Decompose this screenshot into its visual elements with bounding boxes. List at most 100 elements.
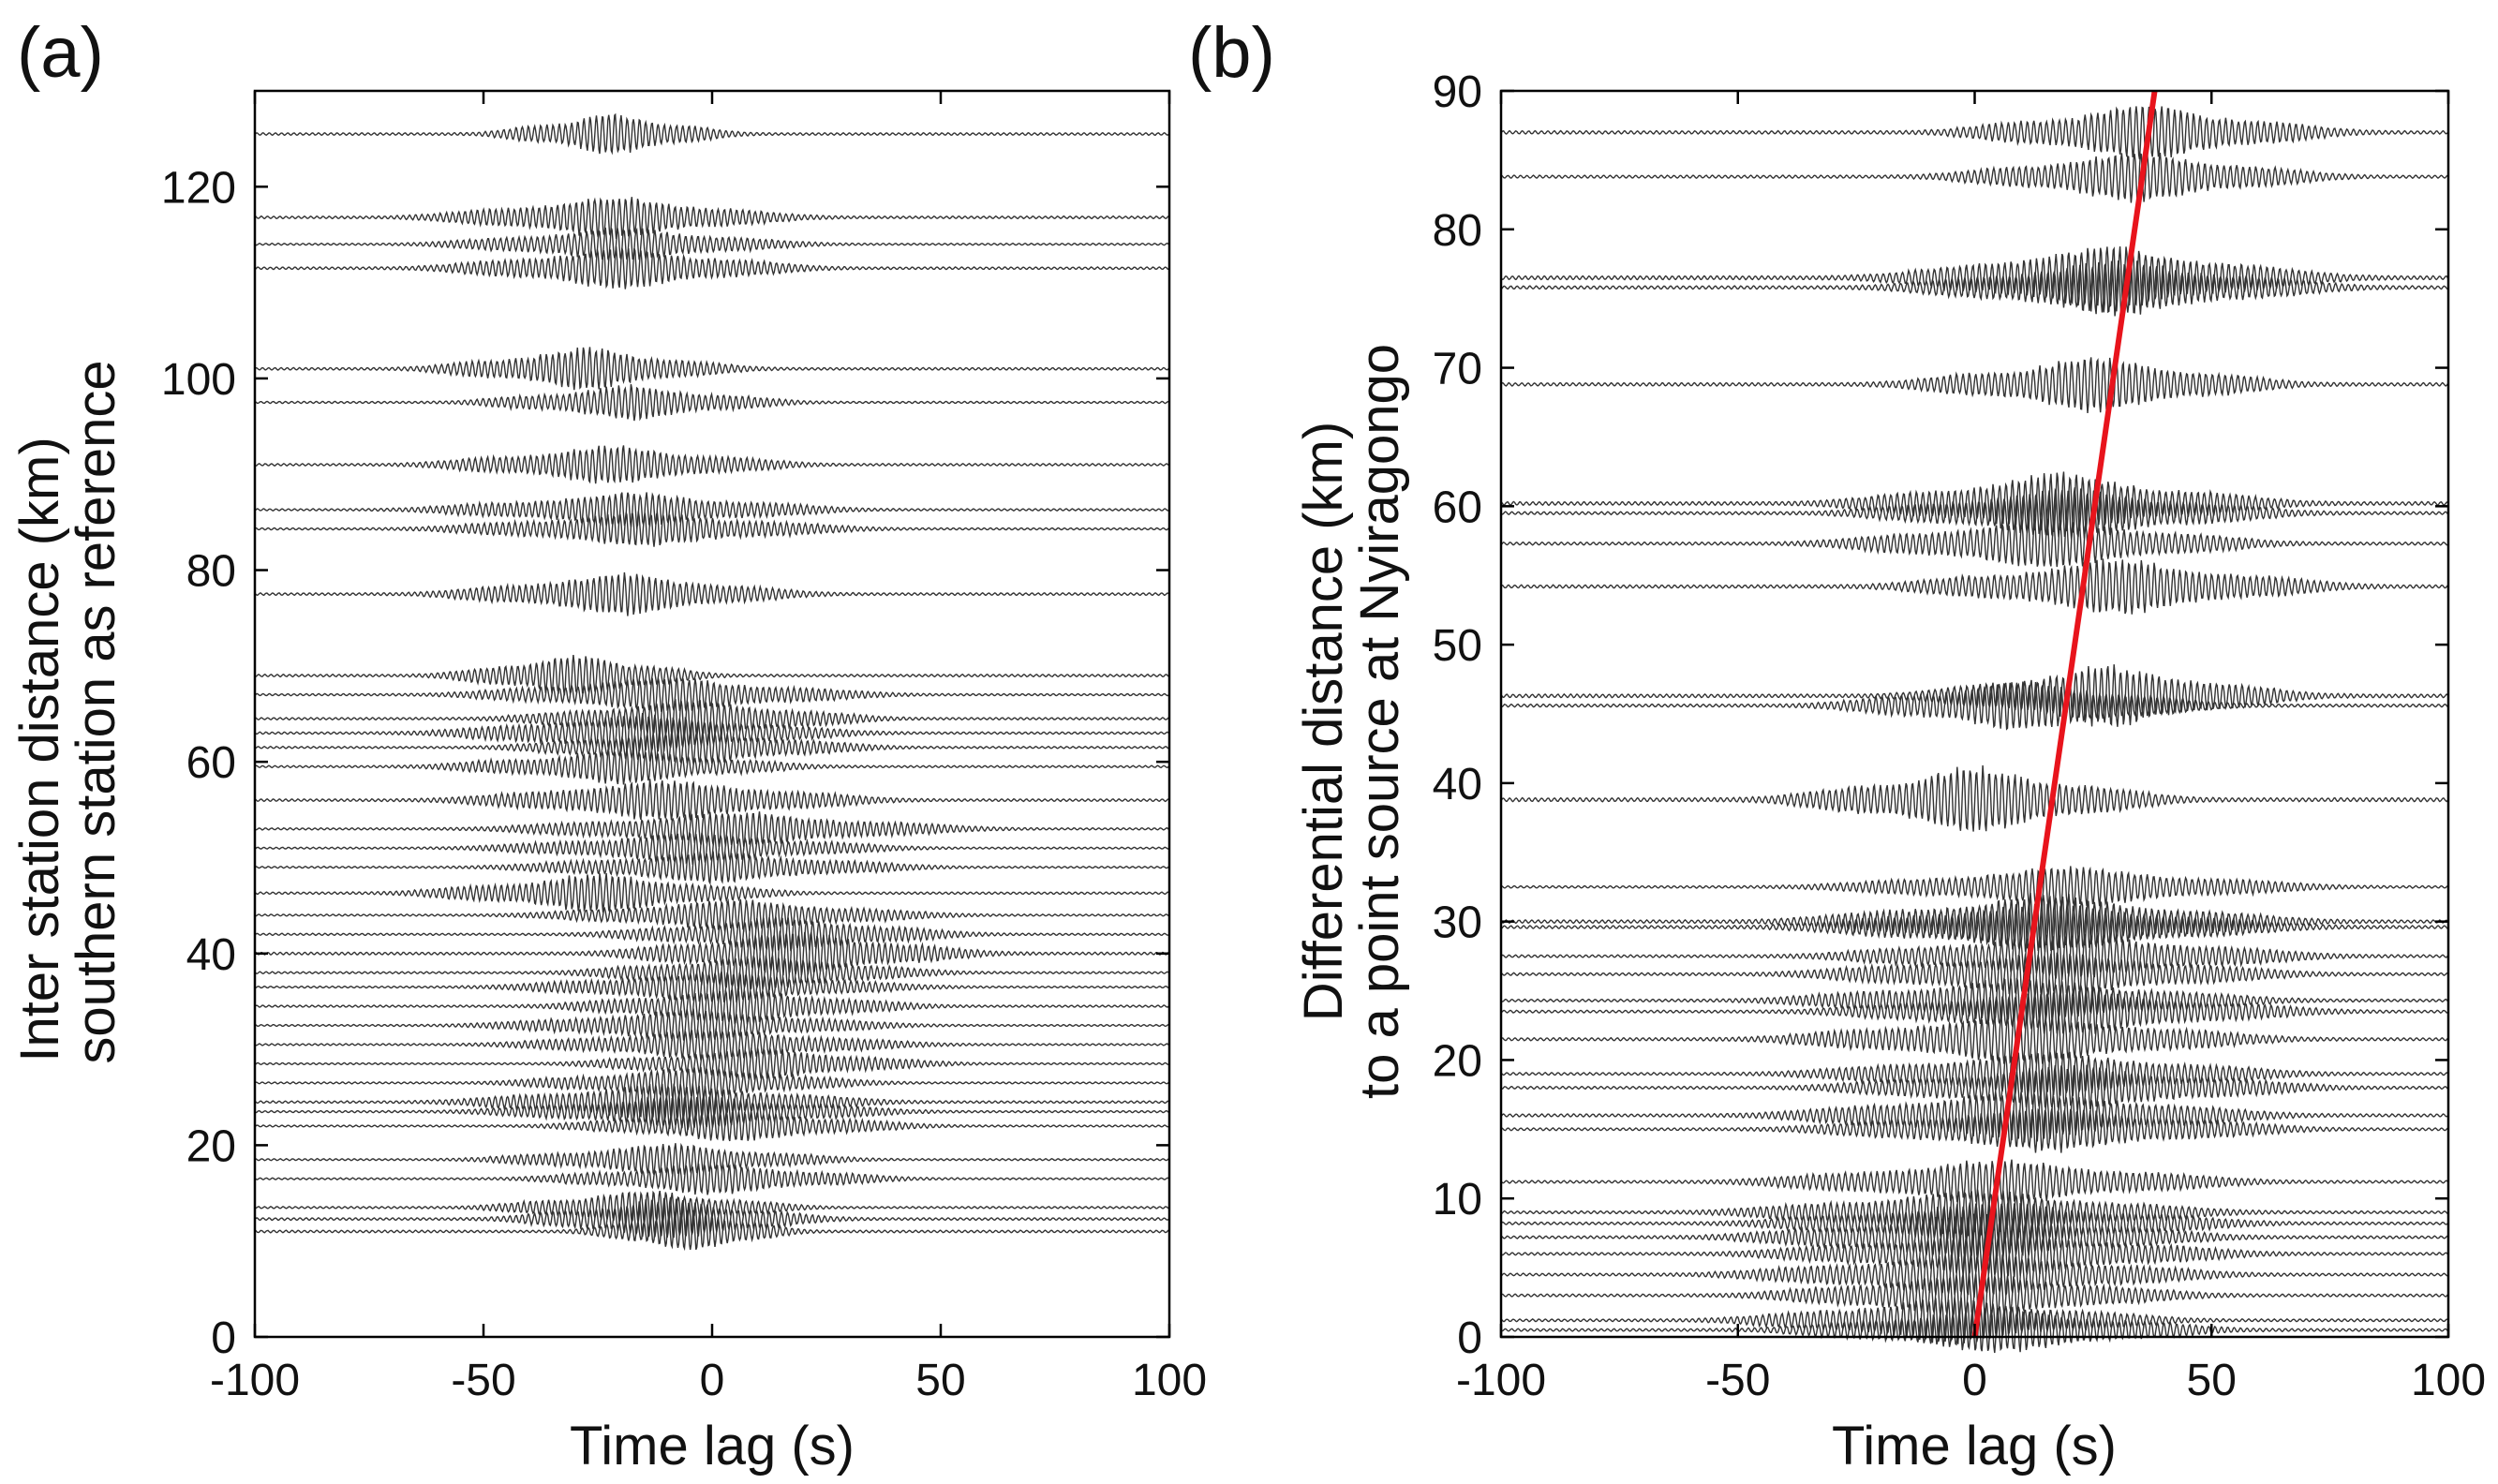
y-tick-label: 60 xyxy=(1433,482,1482,532)
trace-61.5 xyxy=(254,729,1169,765)
trace-46.3 xyxy=(1500,664,2449,727)
trace-59.5 xyxy=(1500,487,2449,540)
trace-21.5 xyxy=(1500,1014,2449,1064)
trace-75.8 xyxy=(1500,259,2449,317)
trace-76.5 xyxy=(1500,246,2449,313)
panel-b-traces xyxy=(1500,106,2449,1354)
x-tick-label: 100 xyxy=(1132,1356,1207,1405)
trace-11 xyxy=(255,1209,1170,1252)
trace-38 xyxy=(254,955,1170,991)
trace-22 xyxy=(254,1109,1170,1142)
y-tick-label: 20 xyxy=(1433,1036,1482,1086)
trace-32.5 xyxy=(254,1008,1170,1042)
x-tick-label: -100 xyxy=(210,1356,300,1405)
x-tick-label: 50 xyxy=(2187,1356,2237,1405)
y-tick-label: 30 xyxy=(1433,898,1482,948)
y-tick-label: 70 xyxy=(1433,345,1482,394)
x-tick-label: 0 xyxy=(700,1356,725,1405)
y-tick-label: 80 xyxy=(186,547,236,597)
panel-a-y-axis-label-line1: Inter station distance (km) xyxy=(9,437,70,1061)
trace-84.3 xyxy=(254,510,1170,547)
trace-111.5 xyxy=(254,246,1170,289)
trace-46.3 xyxy=(254,873,1170,913)
trace-26.2 xyxy=(1500,950,2449,999)
y-tick-label: 0 xyxy=(1457,1313,1482,1363)
panel-b-x-axis-label: Time lag (s) xyxy=(1832,1416,2117,1477)
trace-57.3 xyxy=(1500,517,2449,568)
panel-a-x-axis-label: Time lag (s) xyxy=(570,1416,855,1477)
x-tick-label: 0 xyxy=(1962,1356,1987,1405)
panel-b-y-axis-label-line1: Differential distance (km) xyxy=(1293,422,1354,1021)
trace-67 xyxy=(254,677,1170,712)
trace-60.2 xyxy=(1500,471,2449,536)
trace-63 xyxy=(254,713,1170,753)
y-tick-label: 60 xyxy=(186,738,236,788)
trace-114 xyxy=(254,227,1170,261)
panel-a: (a) -100 -50 0 50 100 0 20 40 60 80 100 120 Time l… xyxy=(9,13,1207,1477)
x-tick-label: 50 xyxy=(915,1356,965,1405)
trace-11.2 xyxy=(1500,1159,2449,1206)
trace-87 xyxy=(1500,106,2449,160)
trace-32.5 xyxy=(1500,866,2448,908)
trace-7.2 xyxy=(1500,1213,2449,1262)
trace-15 xyxy=(1500,1107,2449,1153)
trace-49 xyxy=(254,851,1170,886)
trace-26.5 xyxy=(254,1066,1170,1099)
trace-44 xyxy=(254,898,1170,932)
trace-27.5 xyxy=(1500,933,2449,980)
trace-91 xyxy=(254,445,1170,484)
panel-a-label: (a) xyxy=(17,13,104,93)
y-tick-label: 0 xyxy=(211,1313,236,1363)
trace-68.8 xyxy=(1500,357,2449,413)
trace-101 xyxy=(254,347,1170,391)
trace-38.8 xyxy=(1500,764,2449,832)
trace-83.8 xyxy=(1500,152,2448,203)
x-tick-label: -50 xyxy=(1705,1356,1770,1405)
trace-23.5 xyxy=(254,1094,1170,1131)
trace-53 xyxy=(254,811,1170,848)
panel-a-y-axis-label-line2: southern station as reference xyxy=(66,360,126,1063)
trace-77.5 xyxy=(254,571,1170,616)
panel-a-x-ticks: -100 -50 0 50 100 xyxy=(210,91,1207,1405)
x-tick-label: -50 xyxy=(451,1356,515,1405)
trace-16.5 xyxy=(254,1163,1170,1195)
trace-24.5 xyxy=(254,1083,1170,1122)
panel-b-label: (b) xyxy=(1188,13,1275,93)
trace-3 xyxy=(1500,1271,2449,1319)
y-tick-label: 100 xyxy=(161,355,236,405)
trace-116.8 xyxy=(254,197,1169,240)
trace-30.5 xyxy=(254,1028,1170,1061)
panel-b-fit-line xyxy=(1971,90,2158,1338)
y-tick-label: 90 xyxy=(1433,67,1482,117)
trace-19 xyxy=(1500,1051,2449,1099)
x-tick-label: 100 xyxy=(2411,1356,2486,1405)
y-tick-label: 80 xyxy=(1433,206,1482,256)
trace-0.5 xyxy=(1500,1307,2449,1354)
panel-b-x-ticks: -100 -50 0 50 100 xyxy=(1456,91,2486,1405)
panel-a-traces xyxy=(254,112,1170,1252)
y-tick-label: 40 xyxy=(1433,760,1482,809)
trace-97.5 xyxy=(254,384,1170,422)
panel-b: (b) -100 -50 0 50 100 0 10 20 30 40 50 60 70 80 90 Ti… xyxy=(1188,13,2486,1477)
trace-54.2 xyxy=(1500,558,2449,615)
panel-b-y-axis-label-line2: to a point source at Nyiragongo xyxy=(1349,344,1410,1099)
panel-b-y-ticks: 0 10 20 30 40 50 60 70 80 90 xyxy=(1433,67,2448,1363)
trace-6 xyxy=(1500,1231,2449,1279)
y-tick-label: 10 xyxy=(1433,1175,1482,1224)
trace-24.3 xyxy=(1500,977,2449,1024)
trace-29.6 xyxy=(1500,900,2449,953)
trace-86.3 xyxy=(254,492,1170,529)
x-tick-label: -100 xyxy=(1456,1356,1546,1405)
y-tick-label: 20 xyxy=(186,1121,236,1171)
panel-a-y-ticks: 0 20 40 60 80 100 120 xyxy=(161,163,1169,1363)
trace-34.5 xyxy=(254,987,1170,1025)
trace-1.2 xyxy=(1500,1297,2449,1344)
y-tick-label: 120 xyxy=(161,163,236,213)
trace-59.5 xyxy=(254,748,1170,785)
trace-40 xyxy=(254,930,1169,976)
y-tick-label: 50 xyxy=(1433,621,1482,671)
trace-125.5 xyxy=(254,112,1170,156)
trace-56 xyxy=(254,779,1170,821)
trace-18 xyxy=(1500,1064,2449,1112)
